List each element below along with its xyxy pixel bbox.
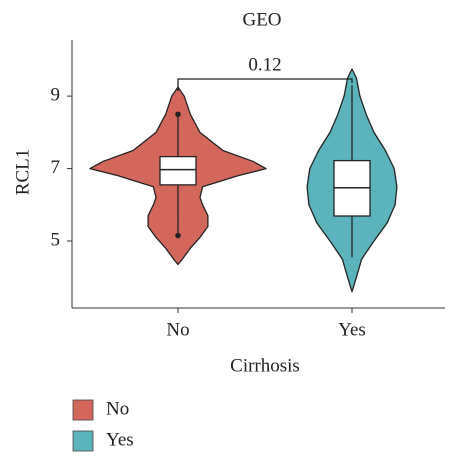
x-axis-label: Cirrhosis [230,355,300,376]
outlier [175,232,181,239]
box [159,155,197,186]
bracket [177,78,353,91]
legend-swatch [72,399,94,421]
legend-swatch [72,430,94,452]
y-tick-label: 9 [51,84,61,105]
y-axis-label: RCL1 [12,149,33,195]
legend-label: Yes [106,429,134,450]
legend-label: No [106,398,129,419]
chart-title: GEO [242,9,281,30]
outlier [175,111,181,118]
y-tick-label: 7 [51,157,61,178]
x-tick-label: Yes [338,319,366,340]
x-tick-label: No [166,319,189,340]
annotation: 0.12 [248,54,281,75]
y-tick-label: 5 [51,229,61,250]
